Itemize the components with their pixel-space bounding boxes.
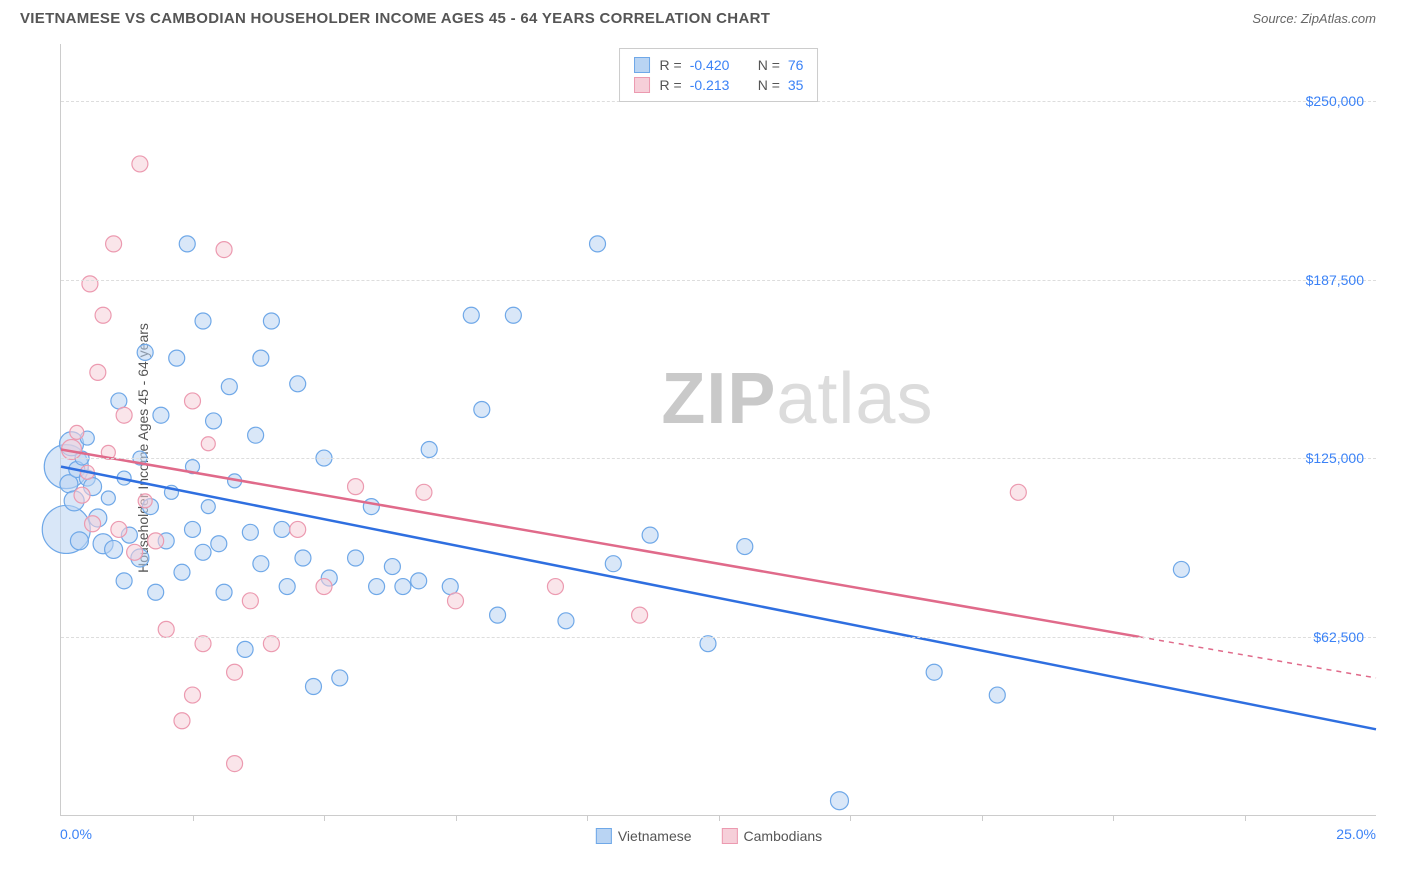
plot-area: ZIPatlas R =-0.420N =76R =-0.213N =35 $6…	[60, 44, 1376, 816]
chart-header: VIETNAMESE VS CAMBODIAN HOUSEHOLDER INCO…	[0, 0, 1406, 33]
gridline	[61, 280, 1376, 281]
legend-label: Vietnamese	[618, 828, 692, 844]
x-tick	[982, 815, 983, 821]
legend-swatch-icon	[596, 828, 612, 844]
source-value: ZipAtlas.com	[1301, 11, 1376, 26]
y-tick-label: $187,500	[1306, 272, 1364, 288]
source-label: Source:	[1252, 11, 1297, 26]
r-value: -0.213	[690, 77, 742, 93]
series-legend: Vietnamese Cambodians	[596, 828, 822, 844]
gridline	[61, 458, 1376, 459]
x-axis-end: 25.0%	[1336, 826, 1376, 842]
correlation-row: R = -0.213 N = 35	[634, 75, 804, 95]
correlation-legend: R = -0.420 N = 76 R = -0.213 N = 35	[619, 48, 819, 102]
trend-line	[61, 449, 1139, 636]
n-value: 35	[788, 77, 804, 93]
trend-lines	[61, 44, 1376, 815]
chart-title: VIETNAMESE VS CAMBODIAN HOUSEHOLDER INCO…	[20, 10, 770, 27]
x-tick	[1113, 815, 1114, 821]
legend-swatch-icon	[634, 57, 650, 73]
trend-line	[61, 467, 1376, 730]
y-tick-label: $62,500	[1313, 629, 1364, 645]
n-label: N =	[758, 77, 780, 93]
y-tick-label: $250,000	[1306, 93, 1364, 109]
n-value: 76	[788, 57, 804, 73]
source: Source: ZipAtlas.com	[1252, 11, 1376, 26]
x-tick	[456, 815, 457, 821]
y-tick-label: $125,000	[1306, 450, 1364, 466]
n-label: N =	[758, 57, 780, 73]
correlation-row: R = -0.420 N = 76	[634, 55, 804, 75]
legend-item: Cambodians	[722, 828, 823, 844]
gridline	[61, 637, 1376, 638]
legend-swatch-icon	[634, 77, 650, 93]
r-label: R =	[660, 57, 682, 73]
chart: Householder Income Ages 45 - 64 years ZI…	[42, 44, 1376, 852]
x-axis-start: 0.0%	[60, 826, 92, 842]
r-value: -0.420	[690, 57, 742, 73]
x-tick	[324, 815, 325, 821]
x-tick	[850, 815, 851, 821]
legend-swatch-icon	[722, 828, 738, 844]
r-label: R =	[660, 77, 682, 93]
x-tick	[193, 815, 194, 821]
x-tick	[1245, 815, 1246, 821]
x-tick	[719, 815, 720, 821]
x-tick	[587, 815, 588, 821]
legend-label: Cambodians	[744, 828, 823, 844]
legend-item: Vietnamese	[596, 828, 692, 844]
